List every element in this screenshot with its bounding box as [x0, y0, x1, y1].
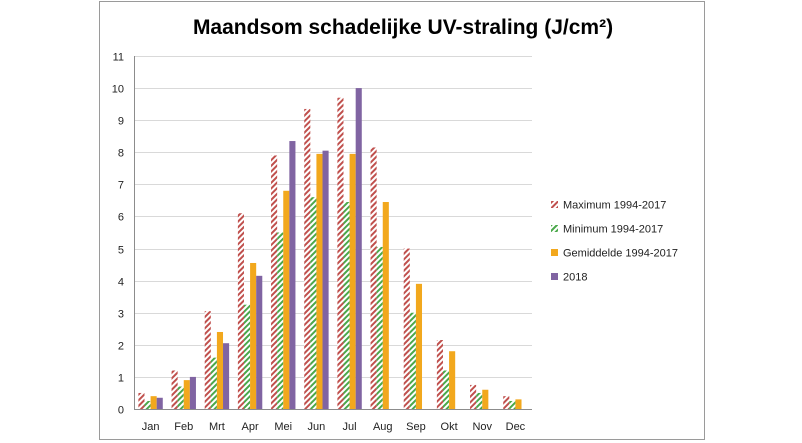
legend-swatch [551, 201, 558, 208]
y-tick-label: 2 [118, 341, 124, 353]
y-tick-label: 0 [118, 405, 124, 417]
bar-2018-mrt [223, 343, 230, 409]
bar-maximum-1994-2017-okt [436, 340, 443, 409]
y-tick-label: 10 [112, 84, 124, 96]
bar-minimum-1994-2017-sep [409, 312, 416, 409]
bar-maximum-1994-2017-dec [503, 396, 510, 409]
bar-maximum-1994-2017-sep [403, 248, 410, 409]
bar-gemiddelde-1994-2017-jul [349, 153, 356, 409]
bar-gemiddelde-1994-2017-mrt [216, 331, 224, 409]
legend-label: Gemiddelde 1994-2017 [563, 248, 678, 260]
bar-gemiddelde-1994-2017-dec [515, 399, 522, 409]
bar-2018-jul [355, 88, 362, 409]
x-axis-ticks: Jan Feb Mrt Apr Mei Jun Jul Aug Sep Okt Nov Dec [142, 421, 526, 433]
bar-gemiddelde-1994-2017-mei [283, 190, 290, 409]
x-tick-label: Jun [308, 421, 326, 433]
y-axis-ticks: 0 1 2 3 4 5 6 7 8 9 10 11 [112, 52, 124, 417]
bar-minimum-1994-2017-apr [243, 304, 251, 409]
chart-title: Maandsom schadelijke UV-straling (J/cm²) [193, 16, 613, 39]
x-tick-label: Aug [373, 421, 393, 433]
bar-2018-mei [289, 141, 296, 410]
y-tick-label: 9 [118, 116, 124, 128]
bar-maximum-1994-2017-nov [470, 384, 477, 409]
x-tick-label: Mrt [209, 421, 225, 433]
y-tick-label: 7 [118, 180, 124, 192]
bar-minimum-1994-2017-okt [442, 370, 450, 409]
bar-minimum-1994-2017-jun [310, 197, 317, 409]
legend-label: Minimum 1994-2017 [563, 224, 663, 236]
bar-gemiddelde-1994-2017-okt [449, 351, 456, 409]
x-tick-label: Jan [142, 421, 160, 433]
bar-minimum-1994-2017-mei [277, 232, 284, 409]
y-tick-label: 5 [118, 245, 124, 257]
bar-minimum-1994-2017-dec [509, 400, 516, 409]
bar-maximum-1994-2017-aug [370, 147, 377, 409]
legend: Maximum 1994-2017 Minimum 1994-2017 Gemidd… [551, 200, 678, 284]
bar-gemiddelde-1994-2017-sep [415, 283, 423, 409]
bar-maximum-1994-2017-mei [271, 155, 278, 409]
y-tick-label: 3 [118, 309, 124, 321]
x-tick-label: Sep [406, 421, 426, 433]
chart-frame [99, 1, 705, 440]
x-tick-label: Feb [174, 421, 193, 433]
bar-gemiddelde-1994-2017-jun [316, 153, 323, 409]
bar-minimum-1994-2017-jan [144, 400, 151, 409]
bar-gemiddelde-1994-2017-nov [482, 389, 489, 409]
bar-minimum-1994-2017-mrt [210, 357, 217, 409]
y-tick-label: 11 [113, 52, 124, 64]
y-tick-label: 8 [118, 148, 124, 160]
bar-maximum-1994-2017-feb [171, 370, 178, 409]
bar-gemiddelde-1994-2017-aug [382, 202, 389, 409]
bar-minimum-1994-2017-aug [376, 246, 383, 409]
x-tick-label: Dec [506, 421, 526, 433]
bar-minimum-1994-2017-jul [343, 202, 350, 409]
bar-maximum-1994-2017-apr [237, 213, 244, 409]
legend-swatch [551, 273, 558, 280]
bar-2018-jan [156, 397, 163, 409]
legend-label: 2018 [563, 272, 587, 284]
bar-2018-apr [256, 275, 263, 409]
x-tick-label: Jul [343, 421, 357, 433]
x-tick-label: Nov [472, 421, 492, 433]
bar-minimum-1994-2017-feb [177, 386, 184, 409]
x-tick-label: Mei [274, 421, 292, 433]
legend-swatch [551, 225, 558, 232]
bar-maximum-1994-2017-jan [138, 392, 145, 409]
bar-2018-feb [189, 376, 196, 409]
bar-gemiddelde-1994-2017-feb [183, 380, 190, 409]
x-tick-label: Okt [441, 421, 458, 433]
bar-gemiddelde-1994-2017-jan [150, 396, 157, 409]
legend-swatch [551, 249, 558, 256]
bars [138, 88, 522, 410]
bar-gemiddelde-1994-2017-apr [250, 262, 257, 409]
gridlines [134, 56, 532, 410]
bar-maximum-1994-2017-jul [337, 97, 344, 409]
bar-2018-jun [322, 150, 329, 409]
y-tick-label: 6 [118, 212, 124, 224]
bar-maximum-1994-2017-mrt [204, 311, 211, 409]
x-tick-label: Apr [242, 421, 259, 433]
legend-label: Maximum 1994-2017 [563, 200, 666, 212]
bar-maximum-1994-2017-jun [304, 108, 311, 409]
bar-minimum-1994-2017-nov [476, 392, 483, 409]
y-tick-label: 1 [118, 373, 124, 385]
y-tick-label: 4 [118, 277, 124, 289]
